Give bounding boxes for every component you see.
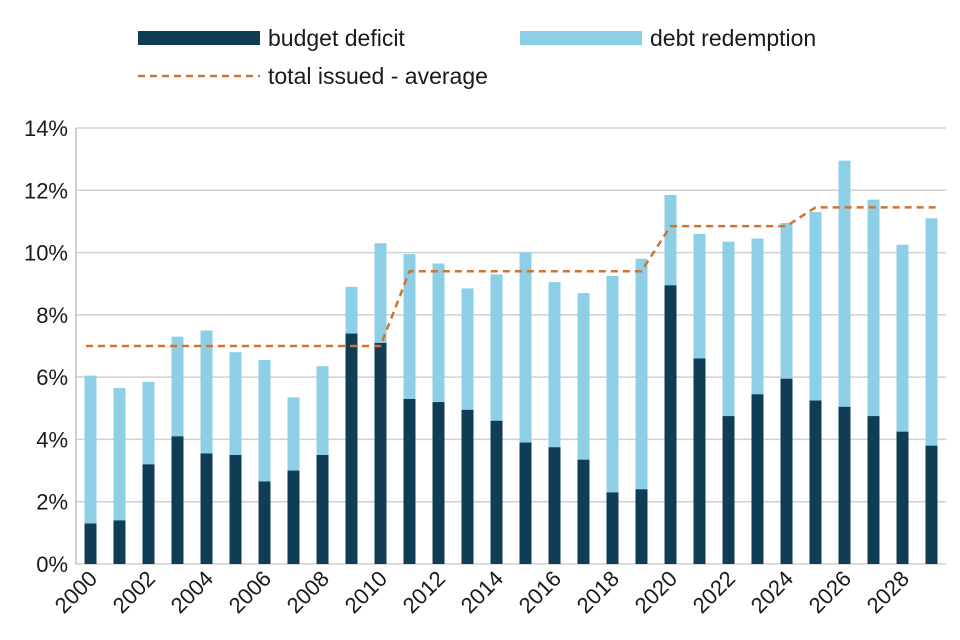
bar-budget-deficit [490, 420, 503, 564]
bar-budget-deficit [432, 402, 445, 564]
x-tick-label: 2028 [862, 566, 914, 618]
x-tick-label: 2004 [166, 566, 218, 618]
legend-swatch [138, 31, 260, 45]
bar-debt-redemption [316, 366, 329, 455]
bar-budget-deficit [751, 394, 764, 564]
bar-debt-redemption [461, 288, 474, 410]
y-tick-label: 2% [36, 490, 68, 515]
bar-debt-redemption [142, 381, 155, 465]
bar-budget-deficit [722, 416, 735, 564]
bar-budget-deficit [925, 445, 938, 564]
x-tick-label: 2010 [340, 566, 392, 618]
x-tick-label: 2008 [282, 566, 334, 618]
bars [84, 160, 938, 564]
bar-debt-redemption [838, 160, 851, 407]
bar-debt-redemption [519, 252, 532, 443]
x-tick-label: 2024 [746, 566, 798, 618]
bar-budget-deficit [171, 436, 184, 564]
bar-budget-deficit [287, 470, 300, 564]
bar-debt-redemption [606, 275, 619, 493]
bar-budget-deficit [316, 455, 329, 564]
bar-budget-deficit [664, 285, 677, 564]
bar-debt-redemption [722, 241, 735, 417]
bar-budget-deficit [780, 378, 793, 564]
x-tick-label: 2006 [224, 566, 276, 618]
bar-budget-deficit [142, 464, 155, 564]
y-tick-label: 12% [24, 178, 68, 203]
bar-budget-deficit [693, 358, 706, 564]
bar-debt-redemption [345, 286, 358, 334]
bar-budget-deficit [345, 333, 358, 564]
bar-debt-redemption [403, 254, 416, 399]
bar-budget-deficit [548, 447, 561, 564]
average-line-group [86, 206, 938, 348]
bar-debt-redemption [635, 258, 648, 490]
legend-label: total issued - average [268, 63, 488, 89]
bar-budget-deficit [374, 342, 387, 564]
bar-budget-deficit [606, 492, 619, 564]
bar-budget-deficit [229, 455, 242, 564]
bar-debt-redemption [287, 397, 300, 471]
bar-debt-redemption [809, 212, 822, 401]
x-tick-label: 2016 [514, 566, 566, 618]
x-tick-label: 2018 [572, 566, 624, 618]
bar-budget-deficit [200, 453, 213, 564]
bar-budget-deficit [577, 459, 590, 564]
bar-debt-redemption [200, 330, 213, 454]
bar-debt-redemption [229, 352, 242, 455]
bar-budget-deficit [867, 416, 880, 564]
bar-debt-redemption [577, 293, 590, 460]
y-tick-label: 14% [24, 116, 68, 141]
bar-budget-deficit [809, 400, 822, 564]
bar-debt-redemption [84, 375, 97, 524]
bar-budget-deficit [403, 398, 416, 564]
y-tick-label: 10% [24, 241, 68, 266]
gridlines [76, 127, 946, 565]
legend-label: budget deficit [268, 25, 405, 51]
legend-label: debt redemption [650, 25, 816, 51]
bar-debt-redemption [374, 243, 387, 343]
bar-budget-deficit [635, 489, 648, 564]
bar-debt-redemption [432, 263, 445, 403]
x-tick-label: 2002 [108, 566, 160, 618]
bar-debt-redemption [780, 222, 793, 379]
bar-budget-deficit [519, 442, 532, 564]
x-tick-label: 2012 [398, 566, 450, 618]
bar-debt-redemption [693, 233, 706, 359]
average-dashed-line [86, 206, 938, 348]
x-tick-label: 2026 [804, 566, 856, 618]
bar-budget-deficit [461, 409, 474, 564]
x-tick-label: 2020 [630, 566, 682, 618]
legend-swatch [520, 31, 642, 45]
y-tick-label: 0% [36, 552, 68, 577]
bar-debt-redemption [664, 194, 677, 286]
bar-budget-deficit [838, 406, 851, 564]
bar-debt-redemption [751, 238, 764, 395]
bar-debt-redemption [896, 244, 909, 432]
x-tick-label: 2014 [456, 566, 508, 618]
bar-budget-deficit [84, 523, 97, 564]
legend: budget deficit debt redemption total issue… [138, 25, 816, 89]
bar-budget-deficit [258, 481, 271, 564]
bar-debt-redemption [867, 199, 880, 417]
bar-budget-deficit [113, 520, 126, 564]
bar-debt-redemption [171, 336, 184, 437]
bar-budget-deficit [896, 431, 909, 564]
x-tick-label: 2022 [688, 566, 740, 618]
y-tick-label: 4% [36, 427, 68, 452]
bar-debt-redemption [258, 360, 271, 482]
bar-debt-redemption [925, 218, 938, 446]
bar-debt-redemption [113, 388, 126, 521]
y-tick-label: 8% [36, 303, 68, 328]
bar-debt-redemption [548, 282, 561, 448]
y-tick-label: 6% [36, 365, 68, 390]
bar-debt-redemption [490, 274, 503, 421]
